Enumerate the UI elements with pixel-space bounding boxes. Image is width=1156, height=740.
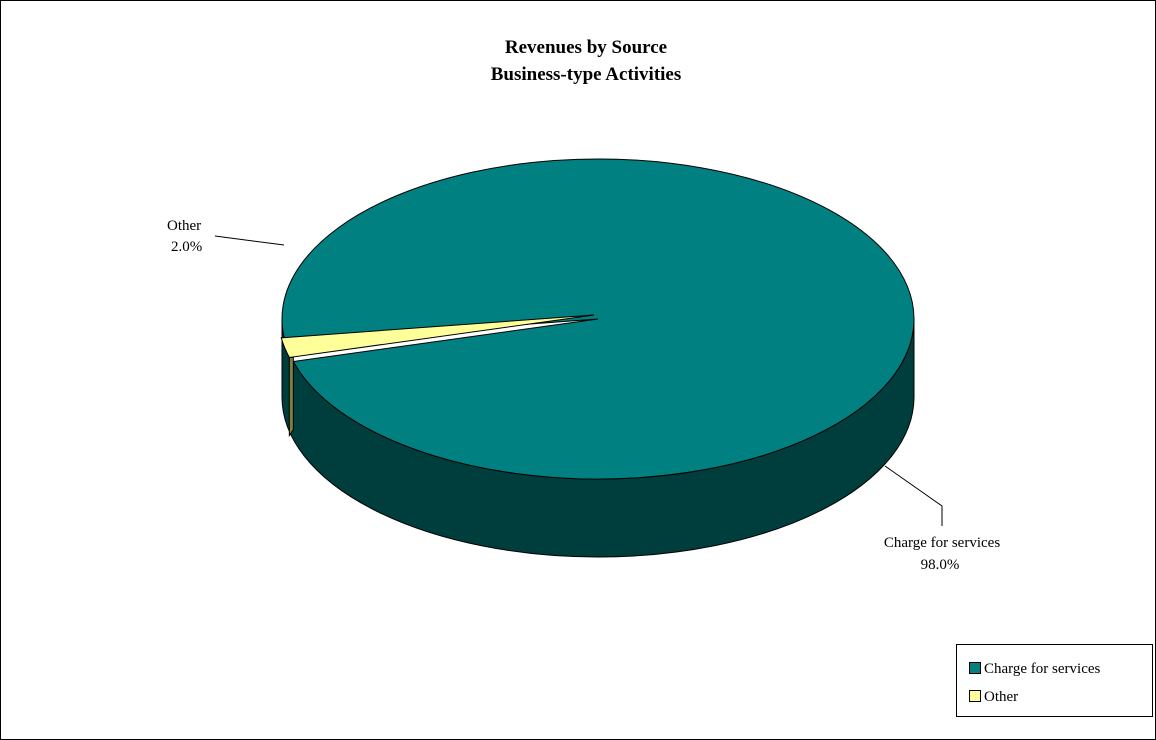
slice-other-side xyxy=(288,356,294,438)
legend-item-other: Other xyxy=(969,687,1018,707)
data-label-charge-value: 98.0% xyxy=(921,557,960,573)
legend-swatch-charge xyxy=(969,662,981,674)
leader-line-other xyxy=(214,235,285,246)
legend-label-other: Other xyxy=(984,689,1019,705)
legend: Charge for services Other xyxy=(956,644,1153,717)
data-label-other-name: Other xyxy=(167,218,201,234)
legend-swatch-other xyxy=(969,690,981,702)
legend-item-charge-for-services: Charge for services xyxy=(969,659,1100,679)
slice-other xyxy=(280,314,595,359)
chart-title: Revenues by Source xyxy=(504,37,668,58)
data-label-other-value: 2.0% xyxy=(171,239,202,255)
slice-charge-for-services xyxy=(281,158,915,480)
chart-title-block: Revenues by Source Business-type Activit… xyxy=(1,34,1156,88)
leader-line-charge-for-services xyxy=(884,465,943,526)
chart-subtitle: Business-type Activities xyxy=(490,64,682,85)
legend-label-charge: Charge for services xyxy=(984,661,1101,677)
data-label-charge-name: Charge for services xyxy=(884,535,1001,551)
